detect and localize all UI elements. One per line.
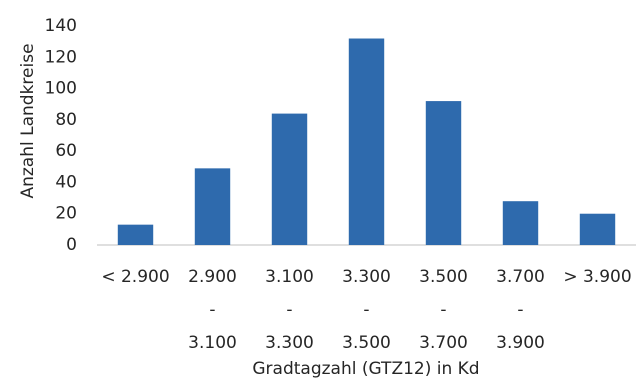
x-category-label: 3.300 [265, 333, 314, 353]
x-category-label: > 3.900 [563, 267, 631, 287]
x-category-label: - [440, 300, 446, 320]
y-axis-ticks: 0 20 40 60 80 100 120 140 [45, 16, 77, 255]
y-tick-label: 80 [55, 110, 77, 130]
y-tick-label: 40 [55, 172, 77, 192]
x-category-label: 3.500 [342, 333, 391, 353]
x-axis-title: Gradtagzahl (GTZ12) in Kd [252, 359, 479, 379]
x-category-label: 3.300 [342, 267, 391, 287]
x-category-label: 3.700 [496, 267, 545, 287]
y-tick-label: 100 [45, 79, 77, 99]
y-tick-label: 60 [55, 141, 77, 161]
bar [117, 224, 154, 245]
x-axis-categories: < 2.900 2.900 - 3.100 3.100 - 3.300 3.300 - 3.500… [101, 267, 631, 353]
x-category-label: - [286, 300, 292, 320]
x-category-label: 3.100 [265, 267, 314, 287]
y-tick-label: 120 [45, 47, 77, 67]
bars [117, 38, 616, 246]
y-tick-label: 140 [45, 16, 77, 36]
x-category-label: 2.900 [188, 267, 237, 287]
x-category-label: 3.700 [419, 333, 468, 353]
bar [502, 201, 539, 245]
bar [194, 168, 231, 245]
x-category-label: < 2.900 [101, 267, 169, 287]
x-category-label: 3.100 [188, 333, 237, 353]
y-axis-title: Anzahl Landkreise [18, 43, 38, 198]
x-category-label: - [517, 300, 523, 320]
bar [348, 38, 385, 246]
y-tick-label: 0 [66, 235, 77, 255]
y-tick-label: 20 [55, 204, 77, 224]
x-category-label: 3.900 [496, 333, 545, 353]
bar [579, 213, 616, 245]
bar [425, 101, 462, 245]
x-category-label: - [363, 300, 369, 320]
bar [271, 113, 308, 245]
x-category-label: 3.500 [419, 267, 468, 287]
x-category-label: - [209, 300, 215, 320]
